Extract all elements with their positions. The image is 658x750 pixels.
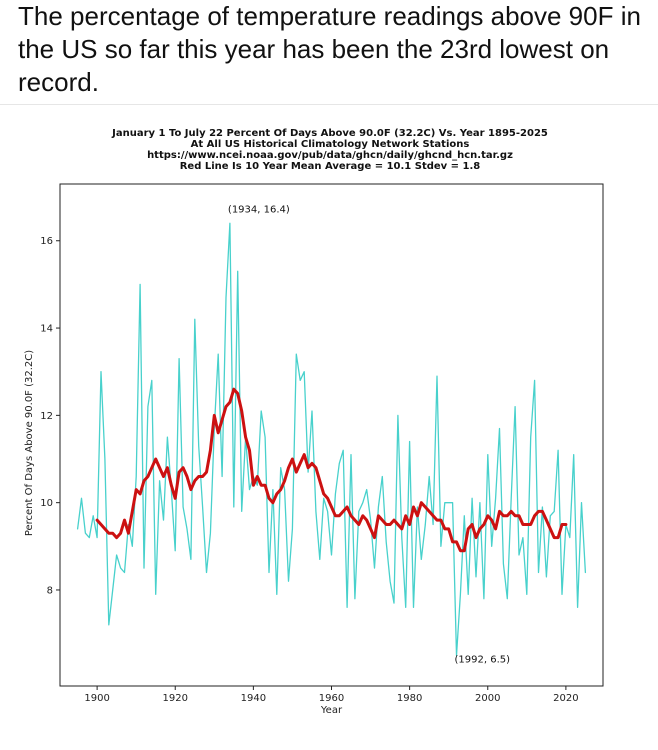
x-tick-label: 1980	[397, 693, 422, 704]
x-tick-label: 1940	[241, 693, 266, 704]
data-annotation: (1934, 16.4)	[228, 204, 290, 215]
y-axis: 8 10 12 14 16	[40, 236, 60, 596]
chart-plot: 8 10 12 14 16 1900 1920 1940 1960 1980 2000 2020 (…	[24, 183, 604, 716]
annual-series-line	[76, 222, 587, 657]
data-annotation: (1992, 6.5)	[455, 654, 511, 665]
chart-title-line-2: At All US Historical Climatology Network…	[190, 139, 470, 150]
x-tick-label: 2000	[475, 693, 500, 704]
annotation-layer: (1934, 16.4) (1992, 6.5)	[228, 204, 510, 665]
y-tick-label: 12	[40, 411, 53, 422]
plot-frame	[59, 183, 604, 687]
y-tick-label: 14	[40, 324, 53, 335]
y-tick-label: 10	[40, 498, 53, 509]
x-axis-label: Year	[320, 705, 343, 716]
post-caption: The percentage of temperature readings a…	[18, 1, 641, 97]
x-tick-label: 2020	[553, 693, 578, 704]
x-tick-label: 1960	[319, 693, 344, 704]
x-tick-label: 1920	[163, 693, 188, 704]
ten-year-mean-line	[95, 387, 568, 553]
chart-image: January 1 To July 22 Percent Of Days Abo…	[0, 106, 658, 750]
y-axis-label: Percent Of Days Above 90.0F (32.2C)	[24, 350, 35, 536]
series-layer	[76, 222, 587, 657]
post-divider	[0, 104, 658, 105]
chart-title: January 1 To July 22 Percent Of Days Abo…	[60, 128, 600, 172]
chart-title-line-3: https://www.ncei.noaa.gov/pub/data/ghcn/…	[147, 150, 513, 161]
y-tick-label: 16	[40, 236, 53, 247]
chart-title-line-1: January 1 To July 22 Percent Of Days Abo…	[112, 128, 548, 139]
chart-title-line-4: Red Line Is 10 Year Mean Average = 10.1 …	[179, 161, 481, 172]
y-tick-label: 8	[47, 585, 53, 596]
x-tick-label: 1900	[84, 693, 109, 704]
x-axis: 1900 1920 1940 1960 1980 2000 2020	[84, 686, 579, 704]
